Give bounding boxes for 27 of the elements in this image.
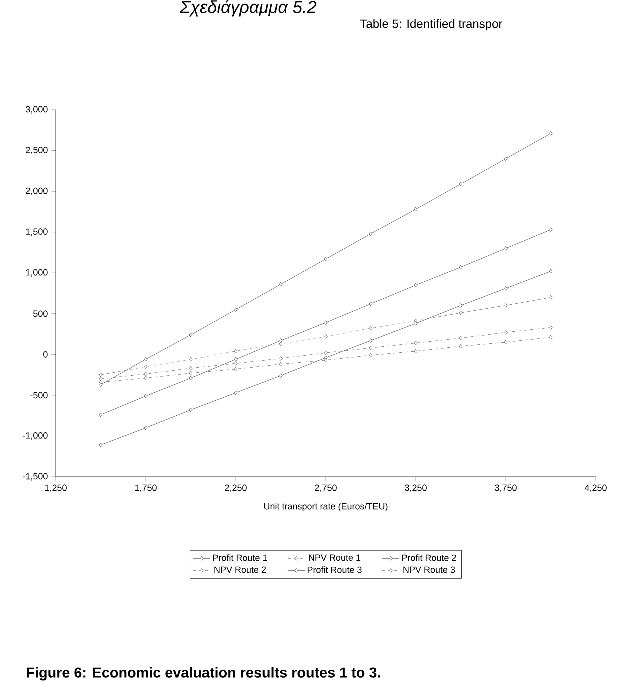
legend-label: Profit Route 3 (308, 566, 362, 574)
y-tick-label: -1,000 (23, 432, 48, 440)
x-tick-label: 2,750 (315, 484, 337, 492)
text: Figure 6: Economic evaluation results routes 1 to 3. (27, 667, 380, 681)
legend-label: Profit Route 2 (402, 554, 456, 562)
x-tick-label: 1,250 (45, 484, 67, 492)
y-tick-label: 1,500 (26, 228, 48, 236)
x-tick-label: 4,250 (584, 484, 607, 492)
y-tick-label: 3,000 (26, 106, 48, 114)
x-tick-label: 3,750 (495, 484, 517, 492)
y-tick-label: 1,000 (26, 269, 48, 277)
y-tick-label: 2,500 (26, 147, 48, 154)
legend-label: NPV Route 1 (309, 554, 361, 562)
legend-label: NPV Route 2 (214, 566, 266, 574)
x-tick-label: 1,750 (135, 484, 157, 492)
legend-label: NPV Route 3 (404, 566, 456, 574)
text: Σχεδιάγραμμα 5.2 (180, 0, 317, 17)
x-axis-title: Unit transport rate (Euros/TEU) (264, 503, 388, 512)
y-tick-label: -1,500 (23, 473, 48, 481)
x-tick-label: 3,250 (405, 484, 427, 492)
y-tick-label: 0 (44, 351, 48, 358)
y-tick-label: 500 (34, 310, 48, 318)
y-tick-label: -500 (30, 392, 48, 399)
legend-label: Profit Route 1 (213, 554, 268, 562)
caption: Table 5: Identified transpor (360, 19, 503, 31)
y-tick-label: 2,000 (26, 188, 48, 196)
x-tick-label: 2,250 (225, 484, 247, 492)
